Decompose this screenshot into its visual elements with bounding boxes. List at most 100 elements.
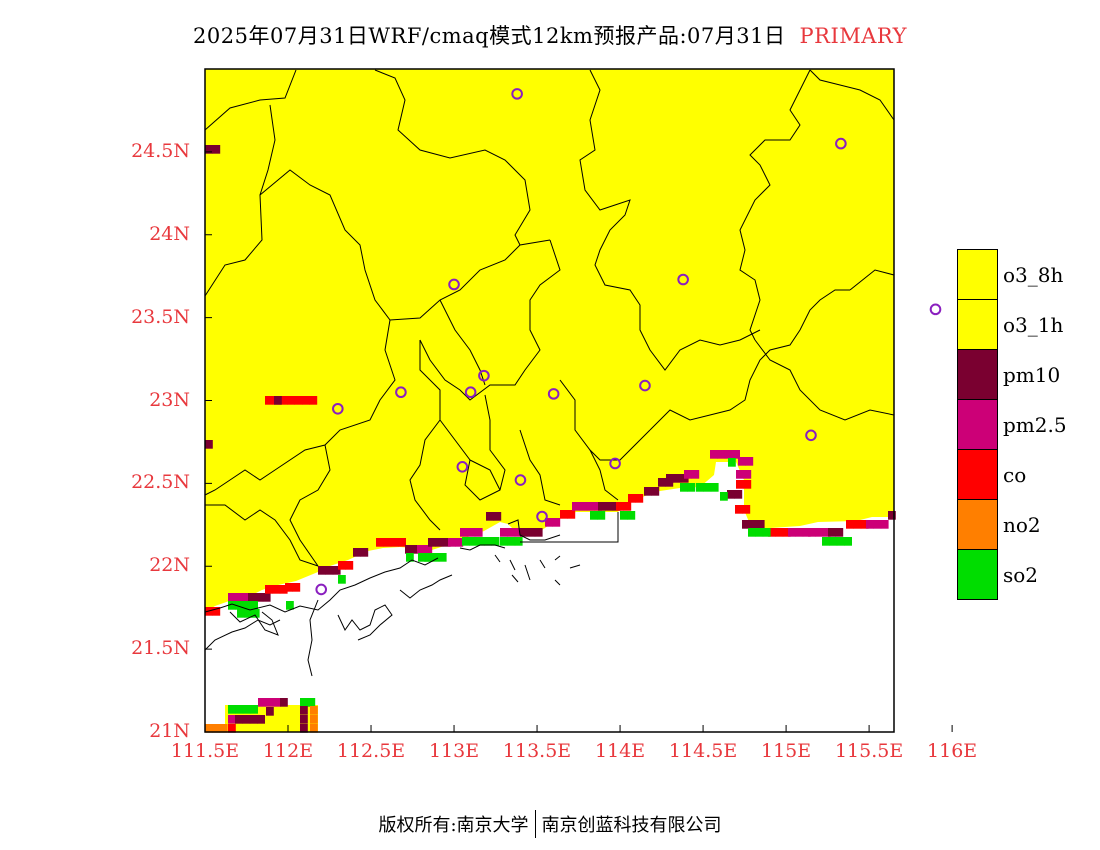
grid-cell-co [302, 396, 310, 405]
city-marker [639, 379, 651, 392]
city-marker [332, 402, 344, 415]
grid-cell-pm10 [300, 715, 308, 724]
grid-cell-no2 [205, 724, 213, 733]
boundary-line [579, 69, 761, 371]
legend-label: so2 [1003, 563, 1039, 587]
boundary-line [439, 299, 486, 386]
coastline-segment [520, 512, 619, 543]
legend-swatch [957, 449, 998, 500]
grid-cell-pm25 [745, 457, 754, 466]
grid-cell-so2 [500, 537, 508, 546]
grid-cell-co [272, 585, 281, 594]
grid-cell-pm25 [736, 470, 744, 479]
grid-cell-pm25 [572, 502, 580, 511]
coastline-segment [494, 554, 581, 586]
grid-cell-pm25 [507, 528, 516, 537]
boundary-line [419, 239, 561, 401]
grid-cell-pm10 [360, 548, 369, 557]
legend-label: o3_8h [1003, 263, 1064, 287]
grid-cell-pm10 [756, 520, 765, 529]
grid-cell-no2 [219, 724, 228, 733]
grid-cell-pm10 [405, 545, 413, 554]
city-marker [929, 303, 942, 316]
grid-cell-so2 [491, 537, 500, 546]
grid-cell-so2 [844, 537, 852, 546]
grid-cell-so2 [237, 609, 245, 618]
city-marker [514, 474, 527, 486]
boundary-line [649, 289, 850, 431]
grid-cell-pm25 [743, 470, 752, 479]
grid-cell-pm10 [605, 502, 614, 511]
lon-label: 115.5E [834, 740, 904, 762]
grid-cell-pm25 [265, 698, 274, 707]
city-marker [511, 88, 523, 100]
grid-cell-co [846, 520, 854, 529]
grid-cell-co [287, 396, 295, 405]
grid-cell-so2 [703, 483, 712, 492]
grid-cell-co [782, 528, 791, 537]
city-marker [835, 137, 847, 150]
grid-cell-pm25 [866, 520, 874, 529]
grid-cell-co [560, 510, 568, 519]
grid-cell-pm25 [455, 538, 464, 547]
grid-cell-so2 [620, 511, 628, 520]
coastline [204, 512, 619, 677]
grid-cell-pm10 [749, 520, 758, 529]
grid-cell-so2 [462, 537, 470, 546]
grid-cell-pm10 [205, 145, 213, 154]
grid-cell-so2 [710, 483, 719, 492]
grid-cell-pm10 [658, 478, 666, 487]
grid-cell-so2 [762, 528, 771, 537]
legend-label: no2 [1003, 513, 1041, 537]
grid-cell-so2 [425, 553, 434, 562]
grid-cell-co [567, 510, 576, 519]
grid-cell-pm10 [835, 528, 844, 537]
grid-cell-so2 [307, 698, 316, 707]
city-marker [547, 388, 560, 400]
grid-cell-pm25 [235, 593, 244, 602]
boundary-line [204, 104, 276, 297]
boundary-line [374, 69, 531, 246]
grid-cell-so2 [242, 705, 251, 714]
title-tag: PRIMARY [799, 24, 907, 48]
legend-label: co [1003, 463, 1027, 487]
grid-cell-pm25 [242, 593, 251, 602]
grid-cell-pm25 [500, 528, 508, 537]
grid-cell-so2 [235, 601, 244, 610]
grid-cell-so2 [338, 575, 346, 584]
legend-label: pm10 [1003, 363, 1061, 387]
grid-cell-co [390, 538, 399, 547]
grid-cell-so2 [250, 705, 258, 714]
legend-swatch [957, 399, 998, 450]
city-marker [395, 386, 407, 399]
grid-cell-pm10 [257, 715, 265, 724]
grid-cell-pm10 [205, 440, 213, 449]
grid-cell-so2 [235, 705, 244, 714]
grid-cell-pm10 [235, 715, 243, 724]
grid-cell-co [383, 538, 392, 547]
legend-swatch [957, 349, 998, 400]
grid-cell-pm10 [332, 566, 341, 575]
grid-cell-so2 [597, 511, 606, 520]
grid-cell-pm10 [300, 706, 308, 715]
grid-cell-pm10 [255, 593, 264, 602]
pollutant-cells-layer [205, 145, 896, 733]
grid-cell-pm10 [828, 528, 836, 537]
grid-cell-co [228, 724, 236, 733]
grid-cell-pm10 [262, 593, 271, 602]
grid-cell-so2 [438, 553, 447, 562]
city-marker [478, 369, 490, 382]
grid-cell-pm25 [710, 450, 718, 459]
lat-label: 22N [149, 554, 190, 577]
county-boundaries [204, 69, 895, 567]
grid-cell-so2 [728, 458, 736, 467]
boundary-line [409, 419, 441, 531]
lon-label: 112E [262, 740, 314, 762]
legend-swatch [957, 499, 998, 550]
grid-cell-pm10 [266, 707, 274, 716]
boundary-line [289, 444, 331, 567]
grid-cell-so2 [507, 537, 516, 546]
grid-cell-pm25 [822, 528, 831, 537]
grid-cell-so2 [836, 537, 845, 546]
grid-cell-pm25 [738, 457, 746, 466]
